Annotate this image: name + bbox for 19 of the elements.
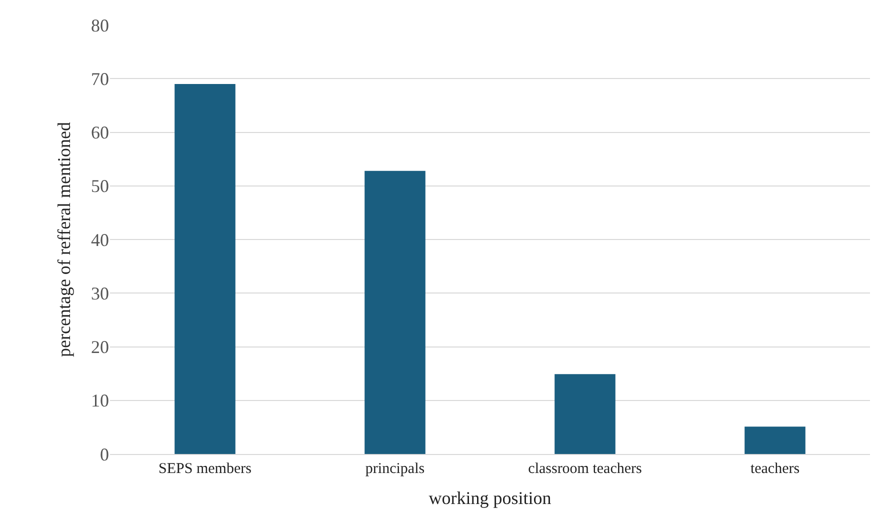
y-tick-label: 20 <box>91 337 109 358</box>
y-tick-label: 70 <box>91 68 109 89</box>
y-axis-title: percentage of refferal mentioned <box>54 122 74 358</box>
bar <box>174 84 236 454</box>
bar <box>554 374 616 454</box>
y-tick-label: 0 <box>100 444 109 464</box>
x-tick-label: principals <box>365 461 425 477</box>
y-tick-label: 50 <box>91 176 109 196</box>
y-tick-label: 10 <box>91 390 109 411</box>
x-axis-title: working position <box>428 488 552 508</box>
x-tick-label: teachers <box>750 461 800 477</box>
bar <box>744 426 806 454</box>
y-tick-label: 40 <box>91 230 109 250</box>
y-tick-label: 60 <box>91 122 109 143</box>
x-tick-label: classroom teachers <box>528 461 642 477</box>
y-tick-label: 80 <box>91 15 109 36</box>
x-tick-label: SEPS members <box>158 461 252 477</box>
y-tick-label: 30 <box>91 283 109 304</box>
bar <box>364 170 426 454</box>
